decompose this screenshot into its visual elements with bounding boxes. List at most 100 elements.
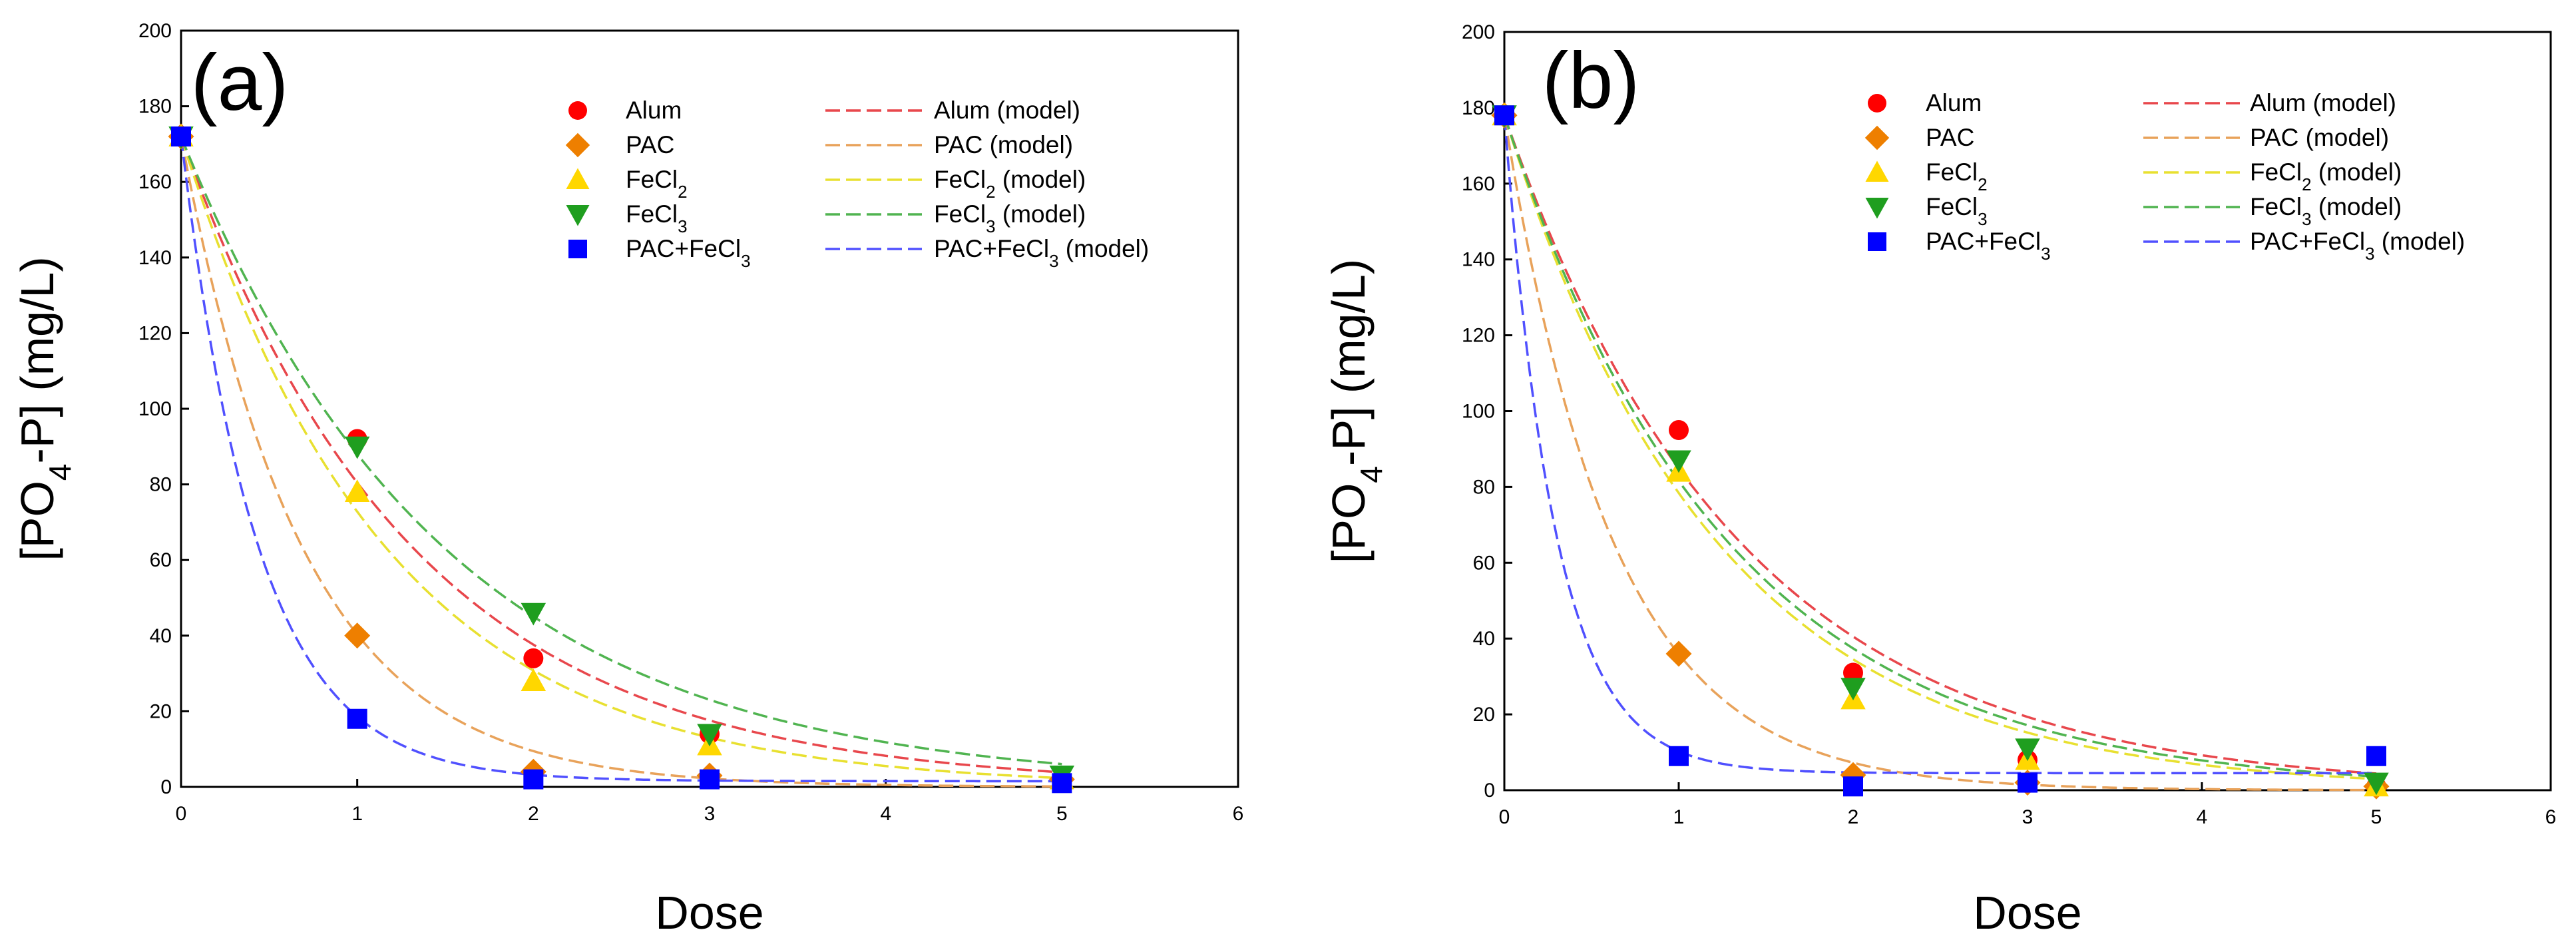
legend-label: PAC <box>626 131 674 158</box>
legend-label: FeCl2 <box>1926 158 1988 194</box>
legend-item-pac-fecl3-model: PAC+FeCl3 (model) <box>2143 228 2465 264</box>
x-axis-ticks: 0 1 2 3 4 5 6 <box>176 779 1244 825</box>
legend-model-label: FeCl3 (model) <box>934 200 1086 236</box>
plot-frame <box>180 29 1239 788</box>
data-point-pac-fecl3 <box>1494 105 1514 126</box>
legend-item-alum-model: Alum (model) <box>825 97 1080 124</box>
legend-item-pac-fecl3: PAC+FeCl3 <box>568 235 751 271</box>
legend-marker-fecl2 <box>566 168 590 189</box>
y-tick-label: 80 <box>1473 476 1495 498</box>
model-curve-fecl2 <box>180 136 1062 780</box>
model-curve-alum <box>1503 115 2377 775</box>
legend-marker-pac-fecl3 <box>1868 232 1886 251</box>
legend: Alum Alum (model) PAC PAC (model) FeCl2 FeCl2… <box>565 97 1149 271</box>
legend-marker-pac <box>565 132 590 158</box>
legend-item-alum: Alum <box>1868 89 1982 117</box>
y-tick-label: 180 <box>1462 97 1495 119</box>
legend-item-pac-model: PAC (model) <box>825 131 1073 158</box>
legend-label: Alum <box>626 97 682 124</box>
legend-model-label: PAC+FeCl3 (model) <box>934 235 1149 271</box>
model-curve-fecl3 <box>180 136 1062 766</box>
y-tick-label: 140 <box>1462 249 1495 271</box>
y-tick-label: 160 <box>138 171 172 193</box>
data-point-fecl2 <box>521 668 546 691</box>
model-curve-alum <box>180 136 1062 774</box>
data-point-pac-fecl3 <box>1052 773 1072 794</box>
legend-item-fecl2: FeCl2 <box>1865 158 1988 194</box>
y-axis-ticks: 0 20 40 60 80 100 120 140 160 180 200 <box>1462 21 1512 802</box>
data-point-pac-fecl3 <box>347 708 367 729</box>
legend-model-label: PAC+FeCl3 (model) <box>2250 228 2465 264</box>
y-tick-label: 60 <box>1473 552 1495 574</box>
chart-b-svg: 0 20 40 60 80 100 120 140 160 180 200 0 1 2 3 4 5 6 Dose [P… <box>1323 21 2556 939</box>
data-point-fecl3 <box>1840 678 1866 700</box>
legend-label: FeCl2 <box>626 166 688 202</box>
y-tick-label: 180 <box>138 96 172 118</box>
data-point-fecl2 <box>344 479 370 502</box>
y-tick-label: 20 <box>150 700 172 722</box>
legend-item-alum-model: Alum (model) <box>2143 89 2396 117</box>
x-tick-label: 3 <box>704 803 716 825</box>
chart-a-svg: 0 20 40 60 80 100 120 140 160 180 200 0 1 2 3 4 5 6 Dose [P… <box>11 20 1244 939</box>
legend-item-pac-fecl3: PAC+FeCl3 <box>1868 228 2051 264</box>
x-tick-label: 4 <box>2197 806 2208 828</box>
model-curves <box>1503 115 2377 792</box>
x-tick-label: 5 <box>1056 803 1068 825</box>
x-tick-label: 4 <box>880 803 891 825</box>
legend-label: PAC <box>1926 124 1974 151</box>
y-tick-label: 120 <box>1462 325 1495 347</box>
data-point-pac <box>1665 640 1692 667</box>
data-point-fecl3 <box>697 724 722 747</box>
x-tick-label: 2 <box>528 803 539 825</box>
data-point-fecl3 <box>344 436 370 459</box>
legend: Alum Alum (model) PAC PAC (model) FeCl2 FeCl2… <box>1864 89 2465 264</box>
y-tick-label: 200 <box>138 20 172 42</box>
y-tick-label: 160 <box>1462 173 1495 195</box>
y-tick-label: 100 <box>1462 401 1495 423</box>
x-tick-label: 1 <box>351 803 363 825</box>
data-point-pac-fecl3 <box>700 769 720 790</box>
panel-label: (b) <box>1542 36 1640 125</box>
legend-label: PAC+FeCl3 <box>1926 228 2051 264</box>
data-point-pac-fecl3 <box>2366 746 2386 766</box>
legend-model-label: FeCl3 (model) <box>2250 193 2402 229</box>
legend-marker-alum <box>568 101 587 120</box>
legend-label: Alum <box>1926 89 1982 117</box>
legend-model-label: PAC (model) <box>2250 124 2389 151</box>
model-curve-pac <box>180 136 1062 788</box>
legend-item-fecl3: FeCl3 <box>566 200 688 236</box>
legend-model-label: FeCl2 (model) <box>934 166 1086 202</box>
y-axis-ticks: 0 20 40 60 80 100 120 140 160 180 200 <box>138 20 189 798</box>
legend-marker-pac <box>1864 125 1890 150</box>
data-point-pac-fecl3 <box>171 126 191 147</box>
x-tick-label: 3 <box>2022 806 2034 828</box>
data-point-pac-fecl3 <box>1669 746 1689 766</box>
legend-model-label: Alum (model) <box>934 97 1080 124</box>
legend-label: PAC+FeCl3 <box>626 235 751 271</box>
legend-item-pac-fecl3-model: PAC+FeCl3 (model) <box>825 235 1149 271</box>
data-point-fecl3 <box>521 602 546 626</box>
x-tick-label: 6 <box>1233 803 1244 825</box>
legend-item-fecl2-model: FeCl2 (model) <box>825 166 1086 202</box>
data-point-fecl3 <box>2015 738 2040 762</box>
y-tick-label: 20 <box>1473 704 1495 726</box>
x-tick-label: 5 <box>2371 806 2382 828</box>
legend-item-fecl2: FeCl2 <box>566 166 688 202</box>
y-tick-label: 40 <box>150 625 172 647</box>
panel-label: (a) <box>191 38 289 127</box>
y-tick-label: 0 <box>1484 780 1495 802</box>
x-tick-label: 2 <box>1848 806 1859 828</box>
plot-frame <box>1503 31 2552 792</box>
data-points <box>1491 102 2390 800</box>
legend-label: FeCl3 <box>626 200 688 236</box>
legend-model-label: PAC (model) <box>934 131 1073 158</box>
data-point-alum <box>1669 419 1689 440</box>
data-point-pac-fecl3 <box>1843 776 1863 797</box>
y-axis-title: [PO4-P] (mg/L) <box>11 256 77 561</box>
data-point-alum <box>523 648 544 668</box>
data-point-fecl3 <box>2364 772 2389 796</box>
legend-item-fecl3-model: FeCl3 (model) <box>825 200 1086 236</box>
model-curve-pac-fecl3 <box>180 136 1062 783</box>
data-point-pac-fecl3 <box>2018 772 2038 793</box>
y-tick-label: 80 <box>150 474 172 496</box>
